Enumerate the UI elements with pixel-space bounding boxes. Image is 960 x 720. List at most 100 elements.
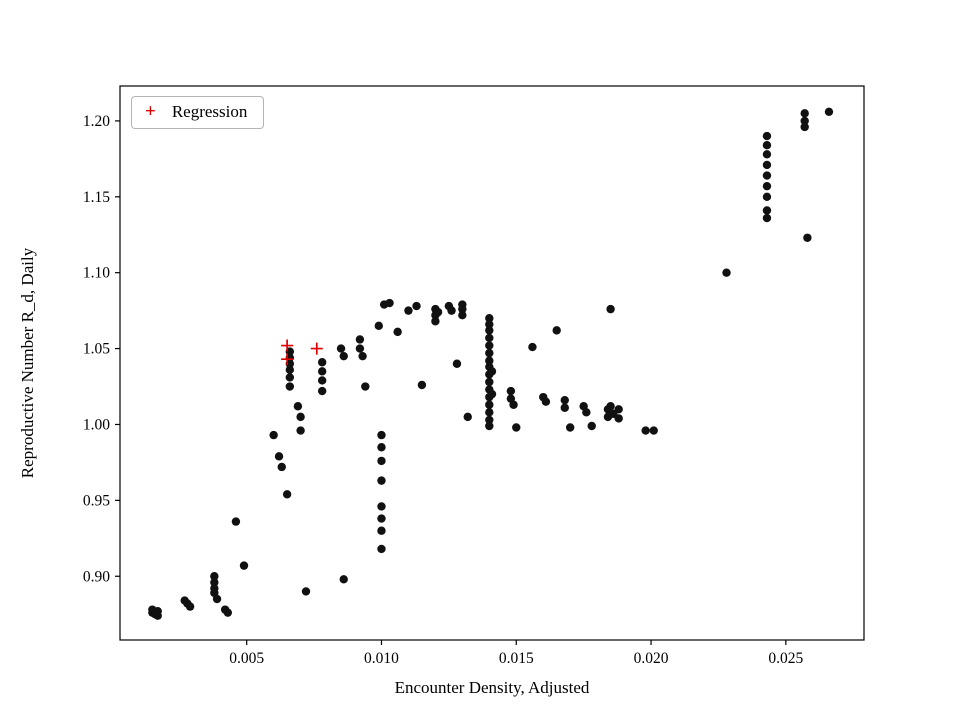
- data-point: [509, 400, 518, 409]
- data-point: [606, 402, 615, 411]
- data-point: [762, 131, 772, 141]
- data-point: [282, 490, 292, 499]
- y-axis-label: Reproductive Number R_d, Daily: [18, 247, 37, 479]
- data-point: [377, 430, 386, 440]
- data-point: [800, 116, 809, 126]
- data-point: [223, 608, 233, 617]
- data-point: [374, 321, 383, 331]
- data-point: [762, 192, 772, 201]
- data-point: [641, 426, 650, 435]
- data-point: [385, 298, 394, 308]
- y-tick-label: 1.20: [83, 113, 110, 130]
- y-tick-label: 1.15: [83, 189, 110, 206]
- data-point: [485, 400, 494, 409]
- data-point: [762, 206, 772, 215]
- data-point: [404, 306, 413, 315]
- data-point: [377, 476, 386, 485]
- data-point: [762, 150, 772, 159]
- data-point: [317, 386, 327, 396]
- data-point: [552, 326, 561, 335]
- data-point: [528, 342, 537, 352]
- regression-point: [281, 353, 294, 366]
- data-point: [565, 423, 575, 432]
- data-point: [377, 443, 386, 452]
- data-point: [560, 403, 569, 412]
- data-point: [296, 412, 305, 422]
- x-tick-label: 0.005: [229, 650, 264, 667]
- data-point: [485, 333, 494, 343]
- data-point: [377, 502, 386, 511]
- data-point: [485, 408, 494, 417]
- data-point: [293, 402, 303, 411]
- data-point: [485, 421, 494, 431]
- data-point: [231, 517, 241, 526]
- data-point: [512, 423, 521, 432]
- data-point: [458, 310, 467, 320]
- x-tick-label: 0.015: [499, 650, 534, 667]
- data-point: [463, 412, 472, 422]
- data-point: [800, 122, 809, 132]
- data-point: [614, 405, 623, 414]
- data-point: [301, 587, 311, 596]
- data-point: [212, 594, 222, 604]
- data-point: [355, 335, 365, 344]
- regression-point: [281, 339, 294, 352]
- data-point: [210, 578, 219, 587]
- axes-frame: [119, 85, 865, 641]
- legend-label: Regression: [171, 102, 248, 121]
- y-tick-label: 0.95: [83, 492, 110, 509]
- data-point: [587, 421, 596, 431]
- data-point: [485, 341, 494, 350]
- data-point: [277, 462, 286, 472]
- data-point: [762, 160, 772, 170]
- data-point: [355, 344, 365, 353]
- data-point: [485, 348, 494, 358]
- data-point: [210, 572, 219, 581]
- data-point: [485, 314, 494, 323]
- regression-point: [310, 342, 323, 355]
- x-axis-label: Encounter Density, Adjusted: [394, 678, 590, 697]
- data-point: [485, 320, 494, 329]
- data-point: [803, 233, 812, 242]
- data-point: [317, 376, 327, 385]
- data-point: [377, 544, 386, 554]
- data-point: [153, 611, 162, 620]
- data-point: [285, 365, 295, 375]
- data-point: [417, 380, 427, 390]
- data-point: [285, 373, 295, 382]
- data-point: [336, 344, 346, 353]
- data-point: [377, 456, 386, 466]
- data-point: [412, 301, 421, 311]
- y-tick-label: 1.05: [83, 341, 110, 358]
- data-point: [361, 382, 370, 391]
- data-point: [506, 386, 516, 396]
- y-tick-label: 1.00: [83, 416, 110, 433]
- data-point: [800, 109, 809, 118]
- data-point: [317, 358, 327, 367]
- data-point: [485, 326, 494, 335]
- legend: + Regression: [131, 96, 265, 129]
- data-point: [377, 526, 386, 535]
- data-point: [824, 107, 834, 117]
- data-point: [339, 575, 348, 584]
- data-point: [339, 351, 348, 361]
- data-point: [560, 395, 569, 405]
- data-point: [614, 414, 623, 423]
- data-point: [762, 181, 772, 191]
- data-point: [487, 389, 497, 399]
- data-point: [762, 140, 772, 150]
- y-tick-label: 0.90: [83, 568, 110, 585]
- data-point: [485, 356, 494, 365]
- x-tick-label: 0.010: [364, 650, 399, 667]
- data-point: [649, 426, 658, 435]
- data-point: [485, 415, 494, 425]
- data-point: [285, 382, 295, 391]
- data-point: [606, 304, 615, 314]
- x-tick-label: 0.025: [768, 650, 803, 667]
- data-point: [485, 377, 494, 387]
- data-point: [762, 171, 772, 180]
- data-point: [541, 397, 551, 406]
- data-point: [317, 367, 327, 376]
